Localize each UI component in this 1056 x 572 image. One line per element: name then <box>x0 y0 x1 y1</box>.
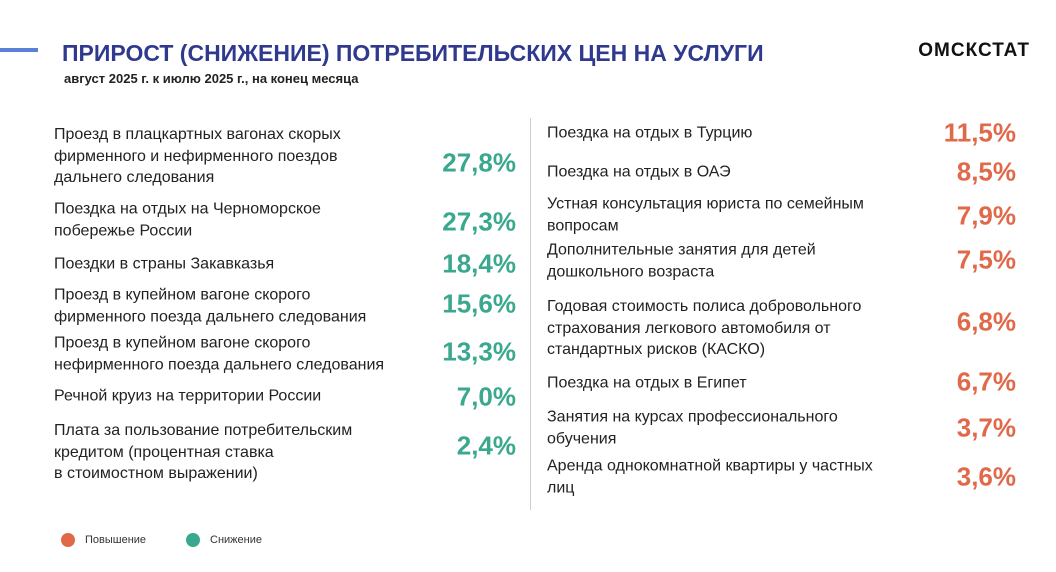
subtitle: август 2025 г. к июлю 2025 г., на конец … <box>64 71 359 86</box>
item-label: Поездка на отдых в ОАЭ <box>547 163 731 181</box>
item-value: 15,6% <box>442 288 516 319</box>
item-label: Устная консультация юриста по семейным в… <box>547 195 864 235</box>
item-label: Плата за пользование потребительским кре… <box>54 421 353 482</box>
item-value: 27,3% <box>442 206 516 237</box>
item-label: Занятия на курсах профессионального обуч… <box>547 408 838 448</box>
item-label: Поездка на отдых в Турцию <box>547 124 753 142</box>
item-value: 11,5% <box>943 117 1016 148</box>
item-value: 8,5% <box>956 156 1016 187</box>
legend-dot <box>61 533 75 547</box>
legend-dot <box>186 533 200 547</box>
item-value: 7,5% <box>956 244 1016 275</box>
legend-label: Снижение <box>210 534 262 546</box>
title: ПРИРОСТ (СНИЖЕНИЕ) ПОТРЕБИТЕЛЬСКИХ ЦЕН Н… <box>62 40 764 66</box>
item-label: Проезд в купейном вагоне скорого фирменн… <box>54 286 367 326</box>
item-value: 7,0% <box>456 381 516 412</box>
item-value: 18,4% <box>442 248 516 279</box>
item-label: Годовая стоимость полиса добровольного с… <box>547 297 862 358</box>
item-value: 2,4% <box>456 430 516 461</box>
item-label: Речной круиз на территории России <box>54 387 322 405</box>
item-value: 3,6% <box>956 461 1016 492</box>
item-label: Поездка на отдых в Египет <box>547 374 747 392</box>
item-value: 27,8% <box>442 147 516 178</box>
item-label: Поездки в страны Закавказья <box>54 255 275 273</box>
item-value: 13,3% <box>442 336 516 367</box>
item-label: Проезд в купейном вагоне скорого нефирме… <box>54 334 385 374</box>
item-value: 6,8% <box>956 306 1016 337</box>
item-label: Проезд в плацкартных вагонах скорых фирм… <box>54 125 341 186</box>
divider <box>530 118 531 510</box>
item-value: 6,7% <box>956 366 1016 397</box>
item-label: Дополнительные занятия для детей дошколь… <box>547 241 816 281</box>
brand: ОМСКСТАТ <box>918 40 1030 61</box>
item-label: Поездка на отдых на Черноморское побереж… <box>54 200 321 240</box>
item-label: Аренда однокомнатной квартиры у частных … <box>547 457 873 497</box>
legend-label: Повышение <box>85 534 147 546</box>
item-value: 7,9% <box>956 200 1016 231</box>
accent-bar <box>0 48 38 52</box>
item-value: 3,7% <box>956 412 1016 443</box>
